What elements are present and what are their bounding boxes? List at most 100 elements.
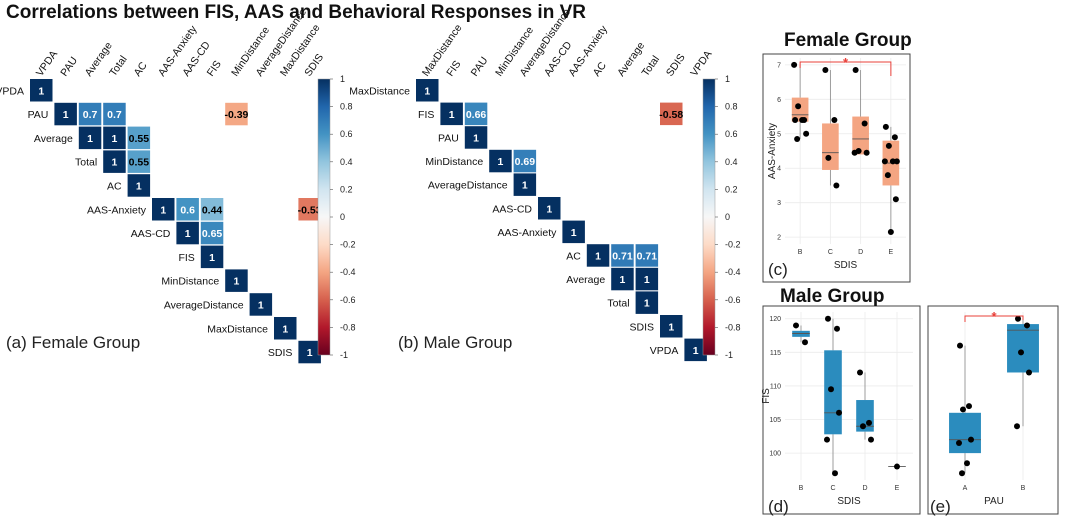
data-point <box>956 440 962 447</box>
row-label: AC <box>107 180 122 192</box>
data-point <box>892 196 899 203</box>
panel-caption: (c) <box>768 260 788 279</box>
corr-cell <box>660 315 683 338</box>
data-point <box>825 154 832 161</box>
colorbar-tick-label: -0.4 <box>340 267 356 277</box>
data-point <box>799 117 806 123</box>
data-point <box>881 158 888 165</box>
significance-star: * <box>991 309 997 324</box>
corr-cell <box>635 244 659 267</box>
corr-cell <box>127 150 151 173</box>
corr-cell <box>513 149 537 173</box>
corr-cell <box>103 126 126 150</box>
box <box>822 123 839 170</box>
row-label: VPDA <box>650 345 679 357</box>
data-point <box>1026 369 1032 376</box>
data-point <box>882 123 889 130</box>
corr-value: 0.71 <box>612 250 633 262</box>
corr-cell <box>298 198 321 221</box>
data-point <box>792 117 799 123</box>
x-axis-title: SDIS <box>834 260 858 271</box>
panel-caption: (b) Male Group <box>398 333 512 352</box>
corr-cell <box>30 79 53 102</box>
data-point <box>822 67 829 74</box>
data-point <box>795 103 802 110</box>
corr-value: 1 <box>498 156 504 168</box>
corr-value: 1 <box>160 204 166 216</box>
data-point <box>866 419 872 426</box>
row-label: FIS <box>418 109 434 121</box>
corr-value: 0.71 <box>637 250 658 262</box>
corr-value: 0.66 <box>466 109 487 121</box>
corr-cell <box>103 150 126 173</box>
significance-bracket <box>799 61 892 76</box>
data-point <box>852 67 859 74</box>
x-tick-label: E <box>889 249 894 256</box>
data-point <box>1014 423 1020 430</box>
colorbar-tick-label: -1 <box>725 350 733 360</box>
corr-cell <box>225 102 248 126</box>
corr-value: 1 <box>185 228 191 240</box>
data-point <box>889 158 896 165</box>
x-axis-title: PAU <box>984 496 1004 507</box>
corr-value: 0.6 <box>180 204 195 216</box>
corr-value: 1 <box>693 345 699 357</box>
colorbar-tick-label: 1 <box>725 74 730 84</box>
boxplot-c: 2 3 4 5 6 7 B C D E * SDIS AAS-Anxiety (c) Female Grou… <box>762 30 912 283</box>
col-label: AC <box>131 60 149 79</box>
row-label: AAS-Anxiety <box>87 204 147 216</box>
data-point <box>793 322 799 329</box>
significance-bracket <box>964 315 1024 322</box>
corr-value: 1 <box>87 133 93 145</box>
corr-value: 1 <box>209 252 215 264</box>
corr-cell <box>274 317 297 340</box>
data-point <box>891 134 898 141</box>
y-tick-label: 5 <box>777 131 781 138</box>
corr-cell <box>635 267 659 291</box>
data-point <box>831 117 838 123</box>
corr-value: 1 <box>63 109 69 121</box>
corr-cell <box>200 221 224 245</box>
row-label: AverageDistance <box>428 180 508 192</box>
data-point <box>957 342 963 349</box>
figure-title: Correlations between FIS, AAS and Behavi… <box>6 2 586 23</box>
data-point <box>802 339 808 346</box>
row-label: MaxDistance <box>349 85 410 97</box>
row-label: PAU <box>28 109 49 121</box>
corr-cell <box>78 126 102 150</box>
colorbar-tick-label: -0.8 <box>725 322 741 332</box>
corr-cell <box>298 340 321 364</box>
corr-value: 1 <box>258 299 264 311</box>
data-point <box>968 436 974 443</box>
corr-cell <box>127 126 151 150</box>
data-point <box>960 406 966 413</box>
x-tick-label: B <box>1021 485 1026 492</box>
y-tick-label: 100 <box>769 451 781 458</box>
y-axis-title: AAS-Anxiety <box>767 123 778 179</box>
y-tick-label: 4 <box>777 166 781 173</box>
data-point <box>868 436 874 443</box>
col-label: Total <box>639 54 662 79</box>
corr-cell <box>127 174 151 197</box>
corr-heatmap-a: VPDAVPDAPAUPAUAverageAverageTotalTotalAC… <box>0 6 356 364</box>
corr-cell <box>249 293 273 316</box>
row-label: MinDistance <box>425 156 483 168</box>
corr-value: 0.7 <box>83 109 98 121</box>
data-point <box>803 130 810 137</box>
corr-cell <box>513 173 537 196</box>
colorbar <box>702 78 716 356</box>
colorbar-tick-label: -0.2 <box>725 240 741 250</box>
corr-value: 1 <box>595 250 601 262</box>
row-label: Average <box>34 133 73 145</box>
colorbar-tick-label: -0.8 <box>340 322 356 332</box>
corr-cell <box>440 102 463 126</box>
corr-value: 1 <box>136 180 142 192</box>
corr-value: -0.58 <box>659 109 683 121</box>
x-tick-label: D <box>858 249 863 256</box>
boxplot-d: 100 105 110 115 120 B C D E SDIS FIS (d) Male Group <box>761 286 921 516</box>
corr-cell <box>225 269 248 292</box>
data-point <box>860 423 866 430</box>
y-tick-label: 120 <box>769 316 781 323</box>
data-point <box>834 325 840 332</box>
